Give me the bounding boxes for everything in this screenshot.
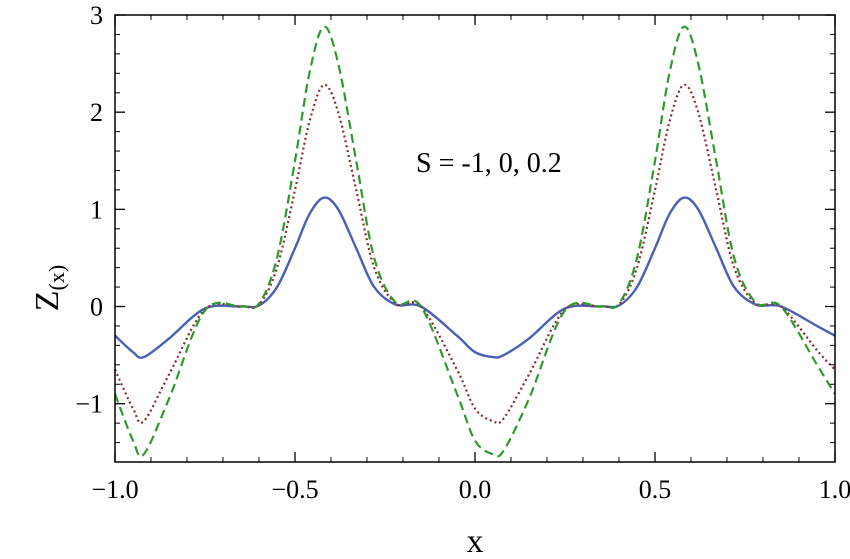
x-axis-ticks: −1.0 −0.5 0.0 0.5 1.0 [91, 15, 850, 504]
y-tick-label: 0 [90, 293, 103, 322]
y-tick-label: 1 [90, 195, 103, 224]
x-tick-label: −0.5 [271, 475, 318, 504]
x-tick-label: 0.0 [459, 475, 492, 504]
y-axis-ticks: −1 0 1 2 3 [75, 1, 835, 463]
series-line-3-dashed [113, 25, 836, 458]
x-tick-label: 1.0 [819, 475, 850, 504]
y-axis-label: Z(x) [29, 265, 69, 311]
y-axis-label-main: Z [29, 290, 66, 311]
y-tick-label: 3 [90, 1, 103, 30]
y-axis-label-sub: (x) [44, 265, 69, 291]
series-layer [113, 25, 836, 458]
x-tick-label: 0.5 [639, 475, 672, 504]
series-annotation: S = -1, 0, 0.2 [416, 148, 562, 179]
series-line-2-dotted [114, 83, 836, 425]
y-tick-label: 2 [90, 98, 103, 127]
x-axis-label: x [467, 523, 484, 559]
x-tick-label: −1.0 [91, 475, 138, 504]
y-tick-label: −1 [75, 390, 103, 419]
